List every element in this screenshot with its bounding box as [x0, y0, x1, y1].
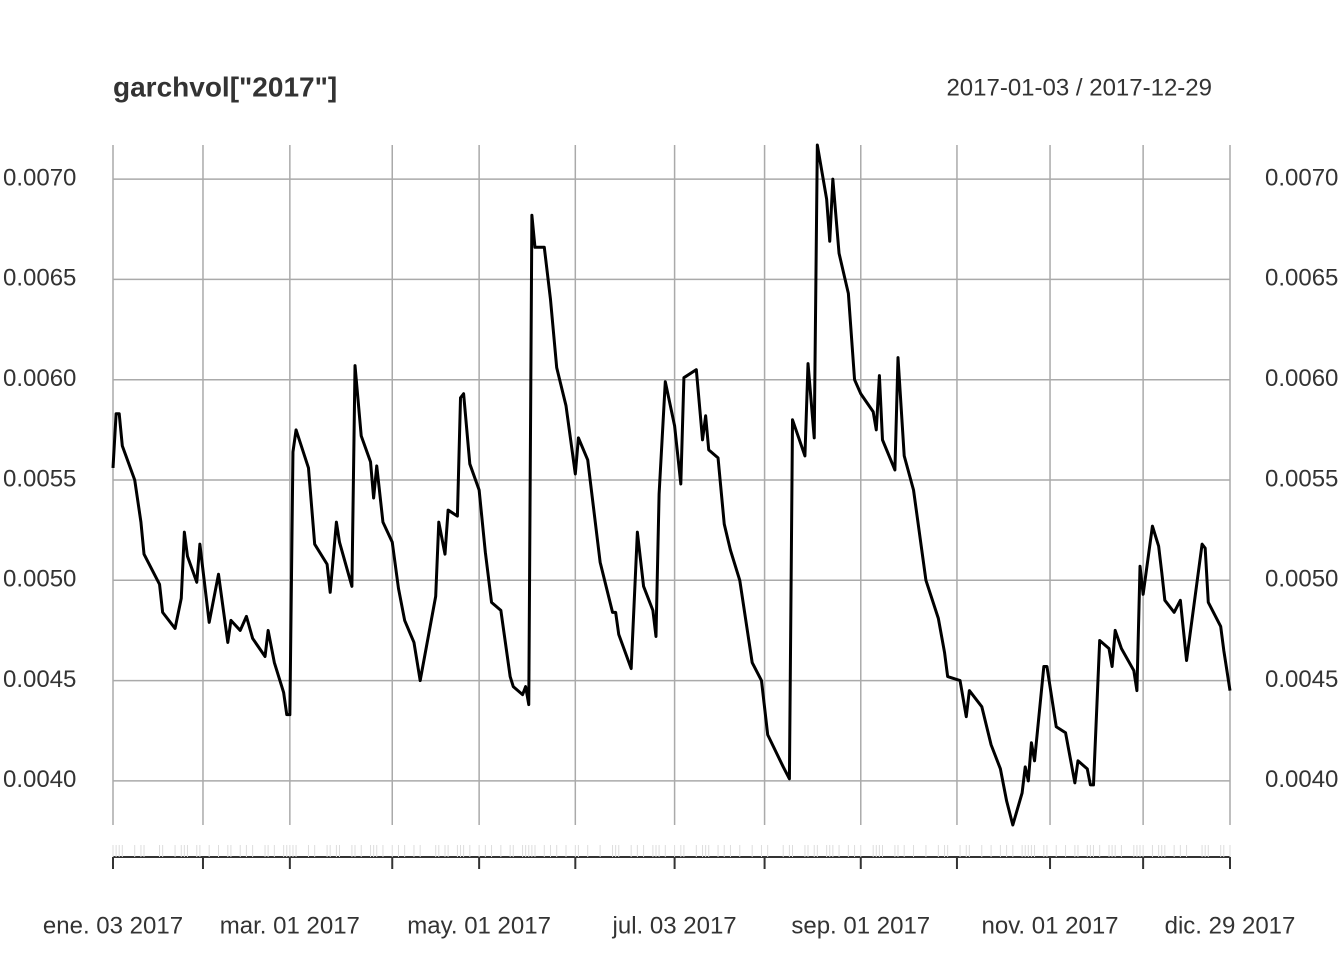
y-tick-label-right: 0.0045 [1265, 666, 1338, 693]
x-tick-label: nov. 01 2017 [982, 912, 1119, 939]
date-range: 2017-01-03 / 2017-12-29 [946, 74, 1212, 101]
x-tick-label: may. 01 2017 [407, 912, 551, 939]
y-tick-label-right: 0.0040 [1265, 766, 1338, 793]
y-tick-label: 0.0070 [3, 164, 76, 191]
y-tick-label: 0.0055 [3, 465, 76, 492]
chart-title: garchvol["2017"] [113, 71, 337, 102]
y-tick-label: 0.0060 [3, 365, 76, 392]
x-tick-label: mar. 01 2017 [220, 912, 360, 939]
data-line [111, 143, 1232, 827]
x-tick-label: sep. 01 2017 [791, 912, 930, 939]
y-tick-label-right: 0.0050 [1265, 566, 1338, 593]
y-tick-label: 0.0045 [3, 666, 76, 693]
y-tick-label: 0.0065 [3, 265, 76, 292]
y-tick-label-right: 0.0060 [1265, 365, 1338, 392]
x-tick-label: jul. 03 2017 [612, 912, 737, 939]
y-tick-label: 0.0050 [3, 566, 76, 593]
y-tick-label-right: 0.0055 [1265, 465, 1338, 492]
x-tick-label: dic. 29 2017 [1165, 912, 1296, 939]
y-tick-label-right: 0.0065 [1265, 265, 1338, 292]
x-tick-label: ene. 03 2017 [43, 912, 183, 939]
y-tick-label-right: 0.0070 [1265, 164, 1338, 191]
y-tick-label: 0.0040 [3, 766, 76, 793]
